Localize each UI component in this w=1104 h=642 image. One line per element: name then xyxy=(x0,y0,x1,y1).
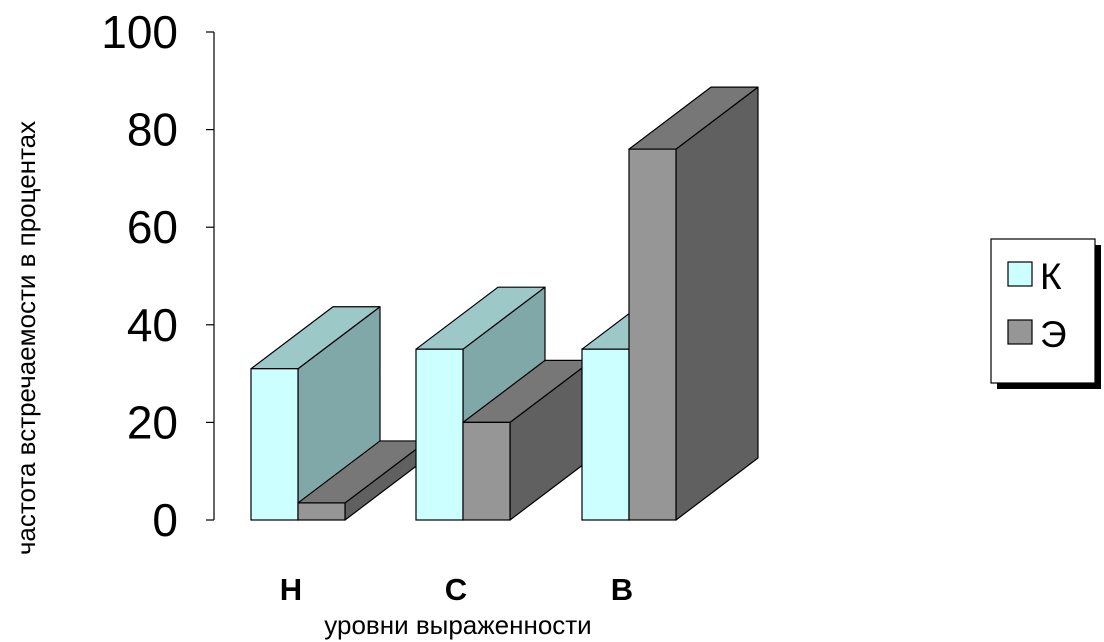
y-tick-label: 0 xyxy=(152,494,178,546)
legend-label: К xyxy=(1040,256,1062,297)
legend: КЭ xyxy=(990,238,1101,389)
y-tick-label: 60 xyxy=(127,201,178,253)
bar-front-face xyxy=(415,348,464,521)
x-tick-label: В xyxy=(611,572,633,607)
x-axis-title: уровни выраженности xyxy=(324,610,591,640)
x-tick-label: Н xyxy=(280,572,302,607)
y-axis-title: частота встречаемости в процентах xyxy=(11,121,41,555)
legend-label: Э xyxy=(1040,314,1067,355)
bars xyxy=(250,86,759,521)
bar-side-face xyxy=(675,86,759,521)
y-tick-label: 20 xyxy=(127,396,178,448)
bar-front-face xyxy=(581,348,630,521)
legend-swatch xyxy=(1007,261,1033,287)
y-axis xyxy=(206,31,215,521)
bar-Э-В xyxy=(628,86,759,521)
bar-Э-С xyxy=(462,359,593,521)
bar-front-face xyxy=(462,421,511,521)
y-tick-labels: 0 20 40 60 80 100 xyxy=(101,6,178,546)
bar-front-face xyxy=(297,502,346,521)
y-tick-label: 40 xyxy=(127,299,178,351)
y-tick-label: 100 xyxy=(101,6,178,58)
bar-front-face xyxy=(250,368,299,521)
y-tick-label: 80 xyxy=(127,104,178,156)
legend-swatch xyxy=(1007,319,1033,345)
x-tick-label: С xyxy=(445,572,467,607)
bar-front-face xyxy=(628,148,677,521)
